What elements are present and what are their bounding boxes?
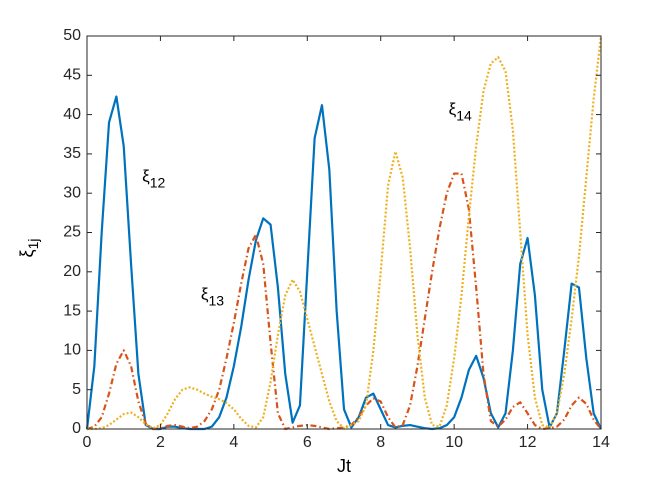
x-tick-label: 6 xyxy=(303,434,312,451)
x-axis-label: Jt xyxy=(337,456,351,476)
plot-area xyxy=(87,36,601,429)
x-tick-label: 14 xyxy=(592,434,610,451)
x-tick-label: 4 xyxy=(229,434,238,451)
y-tick-label: 45 xyxy=(63,67,81,84)
y-tick-label: 30 xyxy=(63,184,81,201)
x-tick-label: 2 xyxy=(156,434,165,451)
y-tick-label: 0 xyxy=(72,420,81,437)
annotation: ξ13 xyxy=(201,285,224,308)
y-tick-label: 40 xyxy=(63,106,81,123)
y-axis-label-symbol: ξ xyxy=(17,249,37,257)
annotation-subscript: 14 xyxy=(456,107,472,123)
annotation-subscript: 13 xyxy=(208,292,224,308)
annotation-symbol: ξ xyxy=(449,100,457,119)
y-tick-label: 15 xyxy=(63,302,81,319)
y-axis-label-subscript: 1j xyxy=(25,239,41,250)
series-line xyxy=(85,95,602,431)
annotation-subscript: 12 xyxy=(150,174,166,190)
x-tick-label: 8 xyxy=(376,434,385,451)
annotation: ξ14 xyxy=(449,100,472,123)
y-axis-label: ξ1j xyxy=(17,239,41,258)
annotation-symbol: ξ xyxy=(142,167,150,186)
y-tick-label: 20 xyxy=(63,263,81,280)
annotation-symbol: ξ xyxy=(201,285,209,304)
y-tick-label: 10 xyxy=(63,342,81,359)
y-tick-label: 5 xyxy=(72,381,81,398)
y-tick-label: 25 xyxy=(63,224,81,241)
annotation: ξ12 xyxy=(142,167,165,190)
x-tick-label: 12 xyxy=(519,434,537,451)
x-tick-label: 0 xyxy=(83,434,92,451)
series-line xyxy=(87,35,603,431)
y-tick-label: 50 xyxy=(63,27,81,44)
y-tick-label: 35 xyxy=(63,145,81,162)
x-tick-label: 10 xyxy=(445,434,463,451)
